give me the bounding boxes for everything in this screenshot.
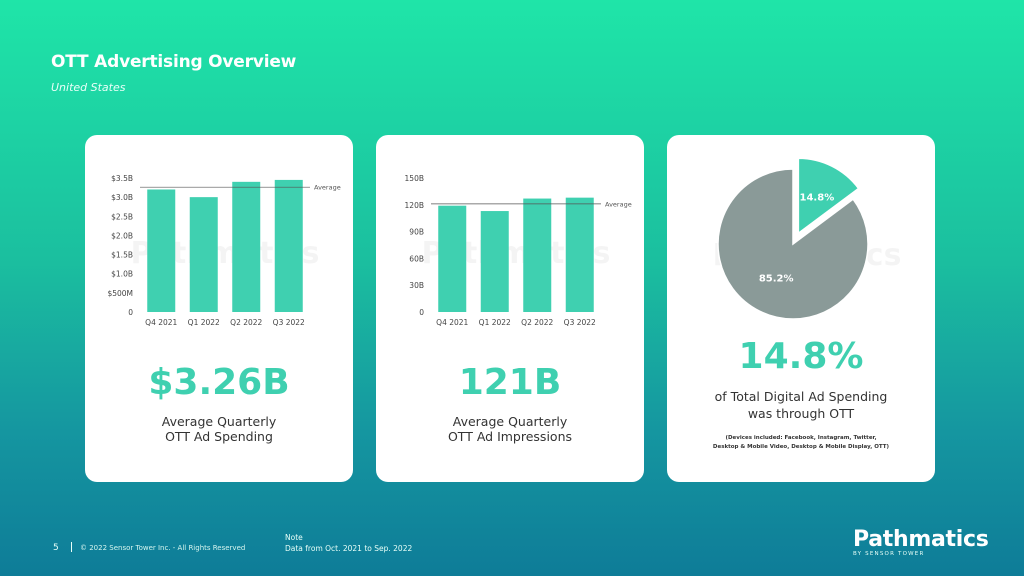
ad-spending-caption-line1: Average Quarterly [161,414,277,429]
spend-bar [274,179,303,312]
spend-ytick-label: $3.5B [111,174,133,183]
spend-ytick-label: 0 [128,308,133,317]
ott-share-card: Pathmatics14.8%85.2% 14.8% of Total Digi… [667,135,935,482]
spend-bar [147,189,176,312]
impr-ytick-label: 120B [405,201,424,210]
devices-note-line2: Desktop & Mobile Video, Desktop & Mobile… [712,444,890,450]
impr-ytick-label: 150B [405,174,424,183]
spend-ytick-label: $1.5B [111,251,133,260]
spend-ytick-label: $2.0B [111,231,133,240]
page-subtitle: United States [51,81,126,94]
ad-spending-caption-line2: OTT Ad Spending [165,429,273,444]
impr-bar [438,205,467,312]
ad-impressions-big-value: 121B [458,362,562,403]
page-number: 5 [53,543,59,553]
ad-impressions-caption-line1: Average Quarterly [452,414,568,429]
note-text: Data from Oct. 2021 to Sep. 2022 [285,544,413,553]
impr-xtick-label: Q4 2021 [436,318,468,327]
spend-ytick-label: $1.0B [111,270,133,279]
spend-xtick-label: Q2 2022 [230,318,262,327]
ott-share-pie-chart: Pathmatics14.8%85.2% [713,157,901,320]
pie-slice-label: 14.8% [800,192,835,203]
ad-impressions-card: 0 30B 60B 90B 120B 150B Pathmatics Q4 2021 Q1 20… [376,135,644,482]
impr-bar [565,197,594,312]
brand-subtitle: BY SENSOR TOWER [853,551,925,557]
ad-spending-big-value: $3.26B [148,362,290,403]
spend-bar [232,181,261,312]
impr-xtick-label: Q2 2022 [521,318,553,327]
impr-bar [523,198,552,312]
ad-spending-bar-chart: 0$500M$1.0B$1.5B$2.0B$2.5B$3.0B$3.5BPath… [107,174,341,327]
impr-average-label: Average [605,200,632,208]
spend-xtick-label: Q4 2021 [145,318,177,327]
impr-ytick-label: 90B [409,228,424,237]
pie-slice-label: 85.2% [759,274,794,285]
copyright-text: © 2022 Sensor Tower Inc. - All Rights Re… [80,544,246,552]
impr-xtick-label: Q3 2022 [564,318,596,327]
impr-ytick-label: 60B [409,254,424,263]
ott-share-caption-line1: of Total Digital Ad Spending [714,389,888,404]
pie-slice-ott [797,157,860,235]
impr-xtick-label: Q1 2022 [479,318,511,327]
spend-ytick-label: $3.0B [111,193,133,202]
impr-ytick-label: 30B [409,281,424,290]
ott-share-big-value: 14.8% [738,336,864,377]
spend-xtick-label: Q1 2022 [188,318,220,327]
ad-spending-card: 0 $500M $1.0B $1.5B $2.0B $2.5B $3.0B $3.5B Path… [85,135,353,482]
brand-logo: Pathmatics [853,527,989,552]
spend-xtick-label: Q3 2022 [273,318,305,327]
impr-ytick-label: 0 [419,308,424,317]
spend-average-label: Average [314,184,341,192]
spend-ytick-label: $2.5B [111,212,133,221]
devices-note-line1: (Devices included: Facebook, Instagram, … [725,435,877,441]
footer-divider [71,542,72,552]
impr-bar [480,211,509,312]
note-label: Note [285,533,303,542]
ott-share-caption-line2: was through OTT [747,406,855,421]
page-title: OTT Advertising Overview [51,52,297,72]
spend-bar [189,197,218,312]
ad-impressions-caption-line2: OTT Ad Impressions [447,429,573,444]
pie-slice-other [717,168,869,320]
spend-ytick-label: $500M [107,289,133,298]
